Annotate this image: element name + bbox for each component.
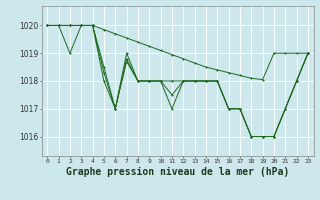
X-axis label: Graphe pression niveau de la mer (hPa): Graphe pression niveau de la mer (hPa) — [66, 167, 289, 177]
